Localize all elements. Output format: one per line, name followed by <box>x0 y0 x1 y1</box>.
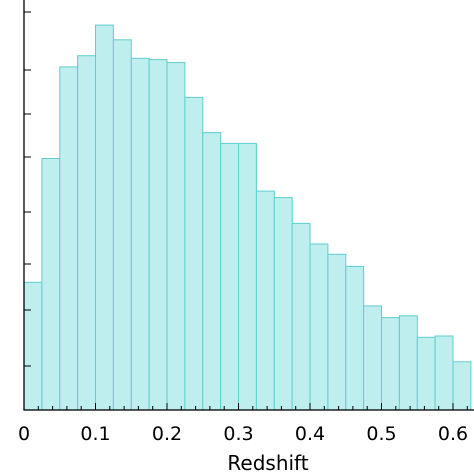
histogram-bar <box>184 96 204 411</box>
x-tick-label: 0.5 <box>366 423 396 445</box>
histogram-bar <box>291 222 311 411</box>
tick-group <box>23 11 468 411</box>
histogram-bar <box>220 142 240 411</box>
histogram-bar <box>41 158 61 411</box>
x-tick-label: 0.4 <box>295 423 325 445</box>
histogram-bar <box>238 142 257 411</box>
histogram-bar <box>327 253 347 411</box>
histogram-bar <box>309 243 329 411</box>
histogram-bar <box>166 62 186 411</box>
x-axis-label: Redshift <box>227 451 308 474</box>
histogram-bar <box>345 265 365 411</box>
x-tick-label: 0.6 <box>438 423 468 445</box>
histogram-bar <box>130 57 150 411</box>
histogram-bar <box>23 281 43 411</box>
histogram-bar <box>59 66 79 411</box>
histogram-bar <box>273 197 293 411</box>
histogram-bar <box>381 317 400 411</box>
histogram-bar <box>112 39 132 411</box>
histogram-bar <box>434 335 454 411</box>
bar-group <box>23 24 472 411</box>
histogram-bar <box>148 59 168 411</box>
x-tick-label-group: 0 0.1 0.2 0.3 0.4 0.5 0.6 <box>18 423 468 445</box>
x-tick-label: 0.2 <box>152 423 182 445</box>
histogram-bar <box>77 55 96 411</box>
histogram-bar <box>95 24 114 411</box>
x-tick-label: 0.1 <box>80 423 110 445</box>
plot-frame <box>23 0 474 411</box>
histogram-bar <box>452 361 472 411</box>
histogram-bar <box>398 315 418 411</box>
histogram-bar <box>363 305 383 411</box>
x-tick-label: 0 <box>18 423 30 445</box>
histogram-bar <box>416 336 436 411</box>
x-tick-label: 0.3 <box>223 423 253 445</box>
histogram-bar <box>255 190 275 411</box>
histogram-bar <box>202 132 222 411</box>
